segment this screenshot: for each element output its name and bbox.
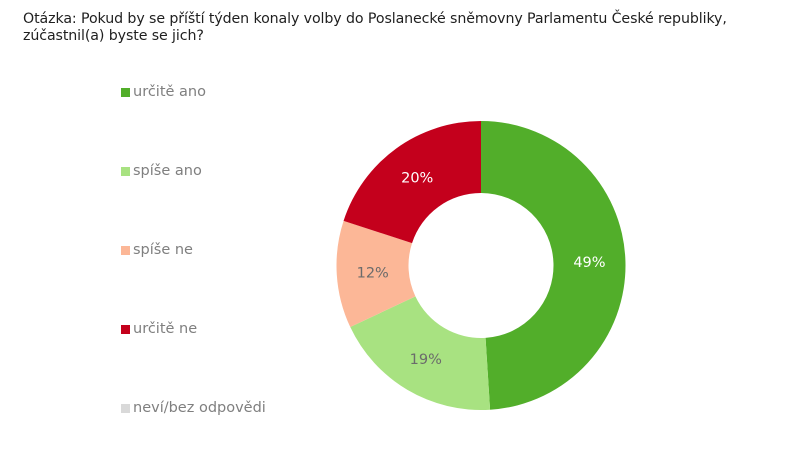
legend-label: spíše ne [133, 242, 193, 258]
slice-value-label: 49% [573, 255, 605, 271]
donut-slice [336, 220, 416, 328]
donut-labels: 49% 19% 12% 20% [357, 171, 606, 368]
donut-slice [350, 296, 491, 411]
legend-label: určitě ne [133, 321, 198, 337]
legend-item-spise-ano: spíše ano [121, 162, 202, 180]
slice-value-label: 19% [410, 352, 442, 368]
legend-swatch [121, 324, 130, 334]
legend-swatch [121, 87, 130, 97]
donut-slice [481, 121, 626, 410]
title-line-2: zúčastnil(a) byste se jich? [23, 28, 204, 44]
legend-label: neví/bez odpovědi [133, 400, 266, 416]
slice-value-label: 20% [401, 171, 433, 187]
legend-label: určitě ano [133, 84, 206, 100]
donut-slices [336, 121, 626, 411]
legend-label: spíše ano [133, 163, 202, 179]
chart-title: Otázka: Pokud by se příští týden konaly … [23, 11, 793, 45]
legend-swatch [121, 166, 130, 176]
donut-slice [343, 121, 481, 244]
legend-item-spise-ne: spíše ne [121, 241, 193, 259]
legend-item-urcite-ano: určitě ano [121, 83, 206, 101]
legend-swatch [121, 245, 130, 255]
slice-value-label: 12% [357, 265, 389, 281]
title-line-1: Otázka: Pokud by se příští týden konaly … [23, 11, 727, 27]
legend-swatch [121, 403, 130, 413]
legend-item-urcite-ne: určitě ne [121, 320, 197, 338]
legend-item-nevi: neví/bez odpovědi [121, 399, 266, 417]
